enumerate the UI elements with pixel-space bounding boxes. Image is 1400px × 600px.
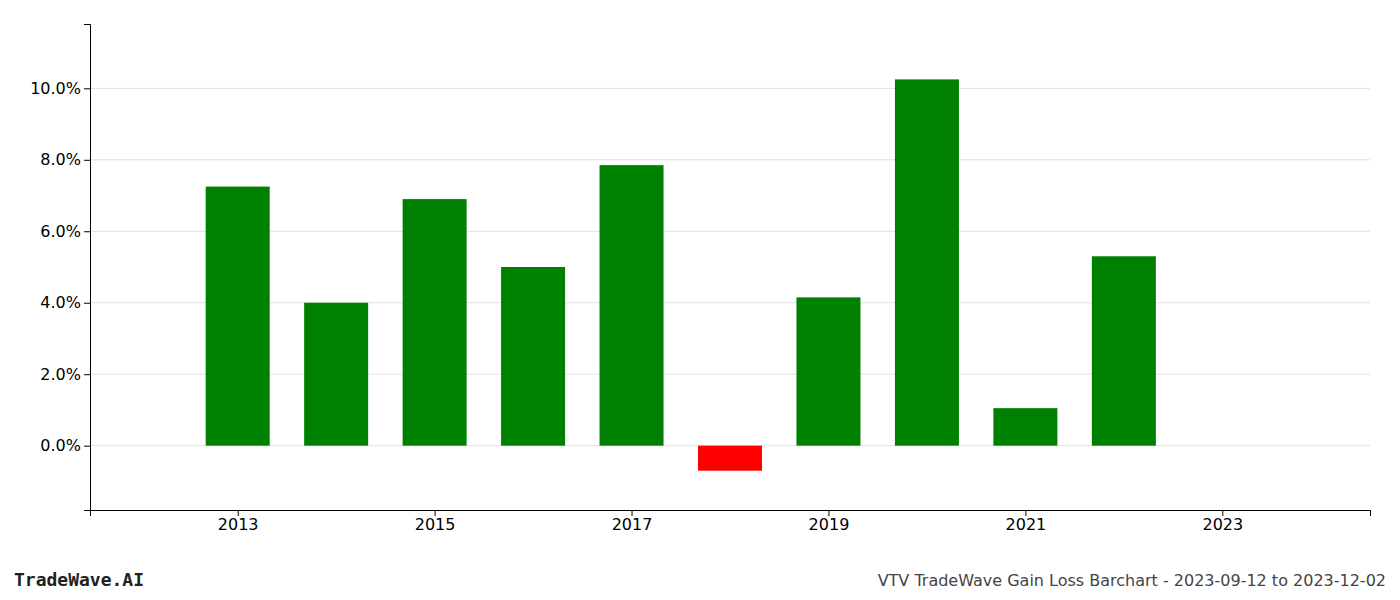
x-tick: 2015 (415, 510, 456, 534)
bar (698, 446, 762, 471)
y-axis: 0.0% 2.0% 4.0% 6.0% 8.0% 10.0% (30, 25, 90, 511)
grid-line (90, 374, 1370, 375)
y-tick-label: 8.0% (40, 150, 81, 169)
x-tick-label: 2021 (1006, 515, 1047, 534)
x-axis-line (91, 511, 1371, 517)
bar (206, 187, 270, 446)
y-tick-label: 2.0% (40, 365, 81, 384)
y-tick-mark (84, 303, 90, 304)
bar (600, 165, 664, 446)
y-axis-line (84, 25, 91, 511)
x-tick: 2021 (1006, 510, 1047, 534)
x-axis: 2013 2015 2017 2019 2021 2023 (91, 510, 1371, 534)
y-tick: 8.0% (40, 150, 90, 169)
y-tick-mark (84, 160, 90, 161)
footer-right: VTV TradeWave Gain Loss Barchart - 2023-… (878, 571, 1386, 590)
bar (895, 79, 959, 445)
grid-line (90, 88, 1370, 89)
bar (993, 408, 1057, 446)
bar (1092, 256, 1156, 445)
x-tick-label: 2023 (1202, 515, 1243, 534)
x-tick: 2013 (218, 510, 259, 534)
x-tick: 2023 (1202, 510, 1243, 534)
plot-area (206, 79, 1156, 470)
y-tick-mark (84, 231, 90, 232)
grid-line (90, 231, 1370, 232)
x-tick-label: 2013 (218, 515, 259, 534)
y-tick-mark (84, 88, 90, 89)
bar (304, 303, 368, 446)
y-tick: 6.0% (40, 222, 90, 241)
chart: 2013 2015 2017 2019 2021 2023 0.0% 2.0% 4.0% 6.0%… (0, 0, 1400, 600)
y-tick: 10.0% (30, 79, 90, 98)
y-tick-label: 4.0% (40, 293, 81, 312)
y-tick: 0.0% (40, 436, 90, 455)
grid-line (90, 159, 1370, 160)
y-tick: 2.0% (40, 365, 90, 384)
y-tick-label: 6.0% (40, 222, 81, 241)
footer-left: TradeWave.AI (14, 569, 144, 590)
bar (403, 199, 467, 446)
y-tick-label: 0.0% (40, 436, 81, 455)
bar (501, 267, 565, 446)
y-tick-mark (84, 374, 90, 375)
x-tick-label: 2017 (612, 515, 653, 534)
y-tick-mark (84, 446, 90, 447)
bar (796, 297, 860, 445)
x-tick: 2019 (809, 510, 850, 534)
x-tick: 2017 (612, 510, 653, 534)
x-tick-label: 2015 (415, 515, 456, 534)
grid-line (90, 302, 1370, 303)
x-tick-label: 2019 (809, 515, 850, 534)
y-tick-label: 10.0% (30, 79, 81, 98)
grid (90, 88, 1370, 445)
y-tick: 4.0% (40, 293, 90, 312)
